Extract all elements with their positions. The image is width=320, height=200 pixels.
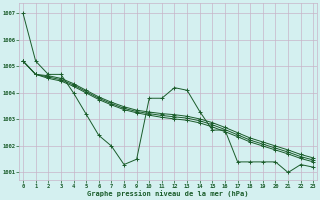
X-axis label: Graphe pression niveau de la mer (hPa): Graphe pression niveau de la mer (hPa) xyxy=(87,190,249,197)
